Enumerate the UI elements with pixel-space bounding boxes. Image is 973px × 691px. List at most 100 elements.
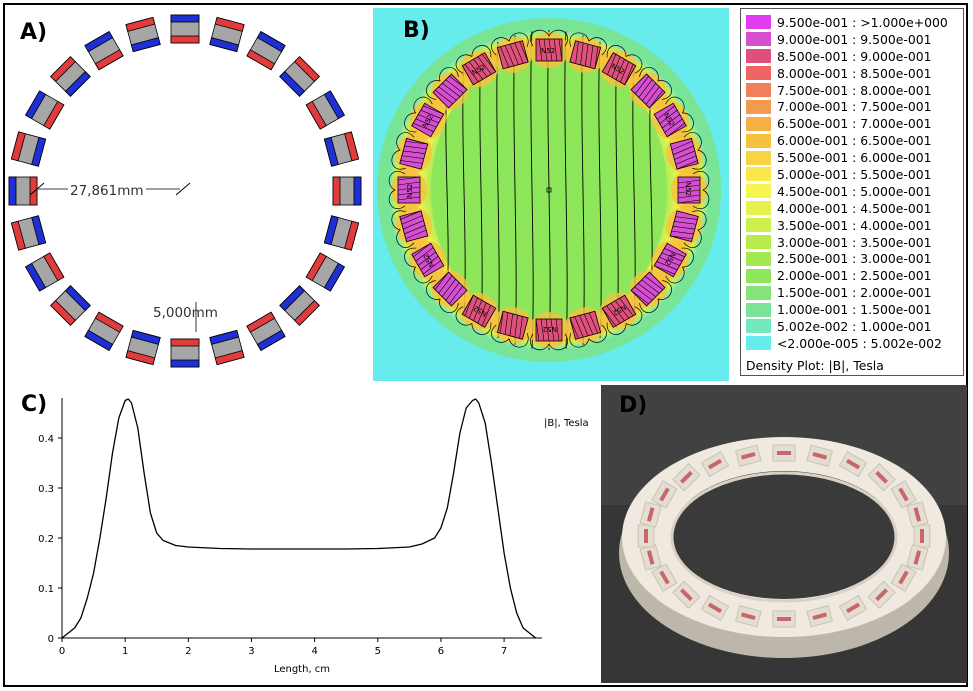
- legend-title: Density Plot: |B|, Tesla: [746, 357, 884, 373]
- legend-entry: 5.500e-001 : 6.000e-001: [746, 149, 963, 166]
- legend-entry-label: 1.500e-001 : 2.000e-001: [777, 285, 932, 301]
- series-label: |B|, Tesla: [544, 418, 589, 429]
- legend-entry: 4.500e-001 : 5.000e-001: [746, 183, 963, 200]
- x-tick-label: 1: [122, 646, 128, 657]
- dim-diameter-label: 27,861mm: [70, 183, 144, 199]
- embedded-magnet: [672, 463, 701, 492]
- legend-entry: <2.000e-005 : 5.002e-002: [746, 335, 963, 352]
- magnet-field-block: [491, 32, 533, 73]
- legend-entry-label: 1.000e-001 : 1.500e-001: [777, 302, 932, 318]
- embedded-magnet: [637, 524, 655, 548]
- legend-entry-label: 5.500e-001 : 6.000e-001: [777, 150, 932, 166]
- legend-swatch: [746, 99, 771, 114]
- magnet-field-block: N52: [404, 96, 447, 140]
- legend-entry: 4.000e-001 : 4.500e-001: [746, 200, 963, 217]
- legend-entry: 1.500e-001 : 2.000e-001: [746, 284, 963, 301]
- y-tick-label: 0.1: [38, 584, 54, 595]
- magnet-block: [10, 131, 47, 167]
- panel-a-svg: 27,861mm 5,000mm: [8, 14, 362, 368]
- embedded-magnet: [651, 563, 678, 592]
- magnet-block: [50, 285, 91, 326]
- magnet-field-block: N52: [651, 240, 694, 284]
- embedded-magnet: [906, 544, 929, 571]
- y-tick-label: 0: [48, 634, 54, 645]
- legend-entry-label: 4.500e-001 : 5.000e-001: [777, 183, 932, 199]
- legend-swatch: [746, 32, 771, 47]
- magnet-block: [8, 176, 38, 206]
- magnet-block: [125, 329, 161, 366]
- legend-swatch: [746, 49, 771, 64]
- magnet-field-block: [666, 206, 707, 248]
- legend-swatch: [746, 133, 771, 148]
- magnet-tag: N52: [541, 47, 555, 55]
- legend-entry-label: 5.000e-001 : 5.500e-001: [777, 166, 932, 182]
- x-tick-label: 3: [248, 646, 254, 657]
- magnet-field-block: N52: [388, 170, 427, 210]
- dim-tick-right: [175, 182, 191, 196]
- legend-entry-label: 8.500e-001 : 9.000e-001: [777, 48, 932, 64]
- magnet-field-block: N52: [671, 170, 710, 210]
- magnet-block: [170, 338, 200, 368]
- embedded-magnet: [772, 610, 796, 628]
- magnet-block: [84, 31, 124, 71]
- magnet-block: [125, 16, 161, 53]
- magnet-block: [323, 215, 360, 251]
- magnet-block: [305, 252, 345, 292]
- magnet-field-block: N52: [651, 96, 694, 140]
- magnet-field-block: N52: [599, 292, 643, 335]
- embedded-magnet: [639, 501, 662, 528]
- embedded-magnet: [838, 594, 868, 622]
- magnet-tag: N52: [684, 182, 692, 196]
- magnet-block: [246, 31, 286, 71]
- magnet-field-block: N52: [529, 312, 569, 351]
- magnet-block: [246, 311, 286, 351]
- magnet-block: [10, 215, 47, 251]
- field-profile-chart: 0 1 2 3 4 5 6 7 0 0.1 0.2 0.3 0.4 Length, cm |B|, Tesl…: [38, 398, 589, 675]
- legend-entry-label: 7.500e-001 : 8.000e-001: [777, 82, 932, 98]
- panel-b-field-density-plot: N52 N52 N52 N52 N52 N52 N52 N52 N52 N52 N52 N52 B): [373, 8, 729, 381]
- embedded-magnet: [890, 480, 917, 509]
- panel-c-label: C): [21, 392, 48, 417]
- legend-swatch: [746, 66, 771, 81]
- magnet-block: [209, 329, 245, 366]
- magnet-block: [25, 252, 65, 292]
- legend-swatch: [746, 302, 771, 317]
- embedded-magnet: [806, 605, 834, 628]
- legend-swatch: [746, 116, 771, 131]
- magnet-block: [279, 285, 320, 326]
- legend-entry: 7.000e-001 : 7.500e-001: [746, 98, 963, 115]
- legend-entry-label: 9.500e-001 : >1.000e+000: [777, 14, 948, 30]
- embedded-magnet: [913, 524, 931, 548]
- legend-swatch: [746, 167, 771, 182]
- legend-entry: 9.000e-001 : 9.500e-001: [746, 31, 963, 48]
- magnet-tag: N52: [406, 184, 414, 198]
- magnet-field-block: N52: [404, 240, 447, 284]
- legend-entry: 3.500e-001 : 4.000e-001: [746, 217, 963, 234]
- magnet-tag: N52: [543, 325, 557, 333]
- panel-a-label: A): [20, 20, 48, 45]
- y-tick-label: 0.3: [38, 484, 54, 495]
- field-profile-line: [61, 398, 537, 639]
- magnet-field-block: N52: [599, 45, 643, 88]
- magnet-block: [50, 56, 91, 97]
- center-marker: [546, 187, 552, 193]
- embedded-magnet: [651, 480, 678, 509]
- legend-entry: 9.500e-001 : >1.000e+000: [746, 14, 963, 31]
- embedded-magnet: [734, 605, 762, 628]
- legend-swatch: [746, 336, 771, 351]
- legend-entry-label: 3.000e-001 : 3.500e-001: [777, 234, 932, 250]
- magnet-field-block: [628, 269, 672, 313]
- legend-entry: 7.500e-001 : 8.000e-001: [746, 82, 963, 99]
- legend-swatch: [746, 319, 771, 334]
- panel-d-photo: D): [601, 385, 967, 683]
- legend-swatch: [746, 268, 771, 283]
- magnet-field-block: N52: [455, 45, 499, 88]
- y-tick-label: 0.4: [38, 434, 54, 445]
- legend-swatch: [746, 235, 771, 250]
- x-axis-label: Length, cm: [274, 664, 330, 675]
- dim-gap-label: 5,000mm: [153, 305, 218, 321]
- legend-entry: 2.000e-001 : 2.500e-001: [746, 267, 963, 284]
- legend-swatch: [746, 83, 771, 97]
- magnet-ring: [8, 14, 362, 368]
